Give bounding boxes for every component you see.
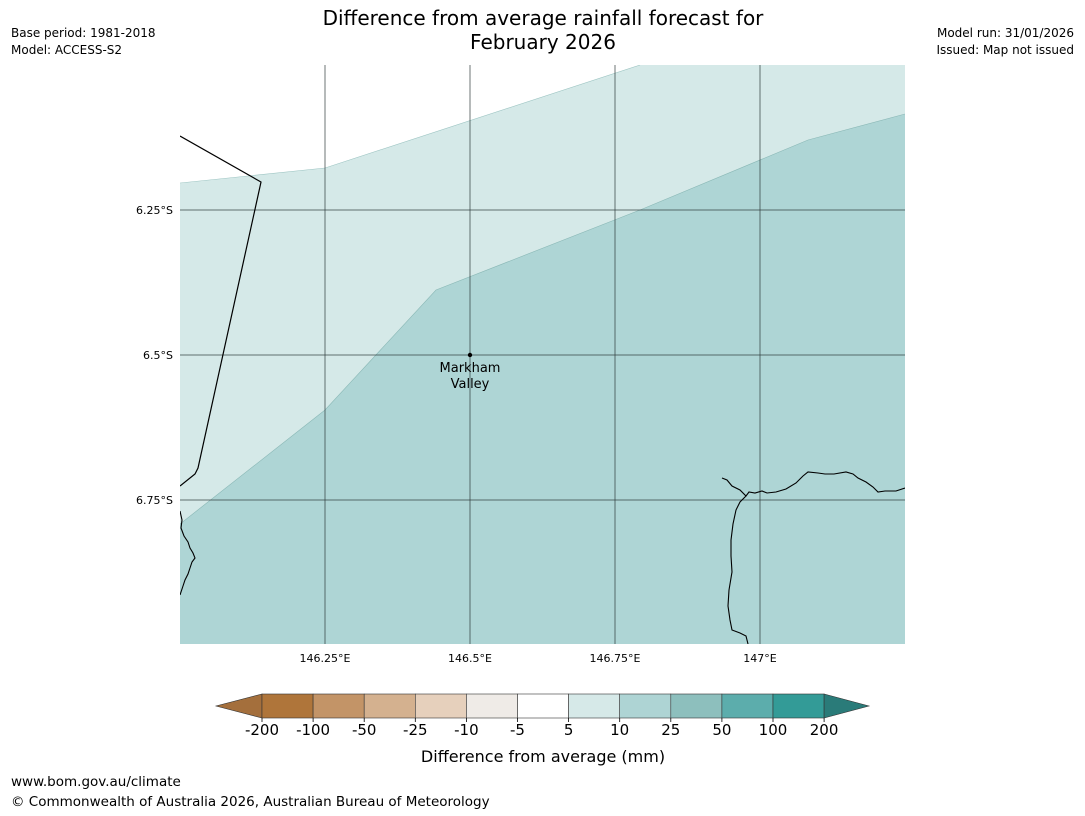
colorbar-segment xyxy=(772,693,825,719)
colorbar-label: 200 xyxy=(810,721,839,739)
title-line-2: February 2026 xyxy=(470,30,616,54)
map-title: Difference from average rainfall forecas… xyxy=(243,6,843,54)
colorbar-label: -50 xyxy=(352,721,377,739)
colorbar-segment xyxy=(261,693,314,719)
run-info: Model run: 31/01/2026 Issued: Map not is… xyxy=(936,25,1074,59)
lat-tick-label: 6.5°S xyxy=(143,349,173,362)
border-line xyxy=(180,135,262,487)
unfilled-region xyxy=(180,65,640,183)
base-period-text: Base period: 1981-2018 xyxy=(11,26,156,40)
colorbar-segment xyxy=(670,693,723,719)
coastline-west xyxy=(180,510,196,596)
lon-tick-label: 147°E xyxy=(743,652,776,665)
lon-tick-label: 146.5°E xyxy=(448,652,492,665)
legend-title: Difference from average (mm) xyxy=(421,747,665,766)
model-info: Base period: 1981-2018 Model: ACCESS-S2 xyxy=(11,25,156,59)
axis-tick-labels: 146.25°E 146.5°E 146.75°E 147°E 6.25°S 6.5°S 6… xyxy=(136,204,777,665)
colorbar-label: -5 xyxy=(510,721,525,739)
colorbar-extend-high xyxy=(823,693,871,719)
colorbar-label: -200 xyxy=(245,721,279,739)
place-name-line-1: Markham xyxy=(440,361,501,376)
colorbar: -200 -100 -50 -25 -10 -5 5 10 25 50 100 200 xyxy=(214,693,871,739)
lat-tick-label: 6.75°S xyxy=(136,494,173,507)
colorbar-segment xyxy=(721,693,774,719)
colorbar-label: 50 xyxy=(712,721,731,739)
colorbar-segment xyxy=(312,693,365,719)
rainfall-band-10-25 xyxy=(180,114,905,644)
colorbar-label: 10 xyxy=(610,721,629,739)
lon-tick-label: 146.75°E xyxy=(590,652,641,665)
colorbar-segment xyxy=(517,693,569,719)
model-name-text: Model: ACCESS-S2 xyxy=(11,43,123,57)
colorbar-label: 5 xyxy=(564,721,574,739)
lon-tick-label: 146.25°E xyxy=(300,652,351,665)
colorbar-segment xyxy=(466,693,518,719)
colorbar-label: 100 xyxy=(759,721,788,739)
colorbar-label: 25 xyxy=(661,721,680,739)
footer-url: www.bom.gov.au/climate xyxy=(11,774,181,790)
colorbar-segment xyxy=(568,693,620,719)
map-area: Markham Valley xyxy=(180,65,905,644)
colorbar-segment xyxy=(414,693,467,719)
place-name-line-2: Valley xyxy=(451,377,490,392)
colorbar-label: -100 xyxy=(296,721,330,739)
band-boundary xyxy=(180,113,905,525)
issued-text: Issued: Map not issued xyxy=(936,43,1074,57)
colorbar-segment xyxy=(619,693,672,719)
markham-valley-marker xyxy=(467,352,473,358)
colorbar-segment xyxy=(363,693,416,719)
coastline-east xyxy=(721,471,905,644)
colorbar-label: -10 xyxy=(454,721,479,739)
colorbar-label: -25 xyxy=(403,721,428,739)
lat-tick-label: 6.25°S xyxy=(136,204,173,217)
colorbar-extend-low xyxy=(214,693,263,719)
model-run-text: Model run: 31/01/2026 xyxy=(936,26,1074,40)
footer-copyright: © Commonwealth of Australia 2026, Austra… xyxy=(11,794,490,810)
title-line-1: Difference from average rainfall forecas… xyxy=(322,6,764,30)
